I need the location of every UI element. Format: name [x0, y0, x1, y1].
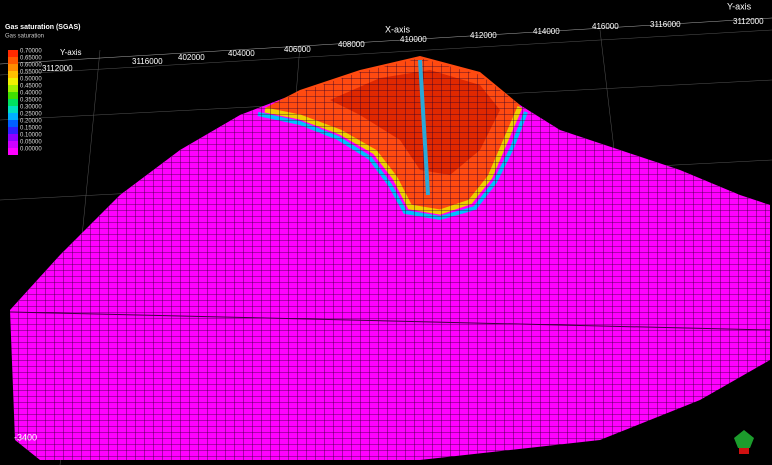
top-tick-label: 414000	[533, 27, 560, 36]
x-axis-label: X-axis	[385, 24, 411, 34]
legend-label: 0.55000	[20, 70, 42, 76]
legend-swatch	[8, 78, 18, 85]
legend-label: 0.05000	[20, 140, 42, 146]
legend-label: 0.70000	[20, 49, 42, 55]
legend-swatch	[8, 64, 18, 71]
legend-label: 0.15000	[20, 126, 42, 132]
top-tick-label: 412000	[470, 31, 497, 40]
legend-label: 0.65000	[20, 56, 42, 62]
top-tick-label: 3112000	[733, 17, 764, 26]
legend-swatch	[8, 85, 18, 92]
top-tick-label: 3116000	[132, 57, 163, 66]
orientation-gizmo	[734, 430, 754, 454]
legend-swatch	[8, 141, 18, 148]
top-ticks: 3116000 402000 404000 406000 408000 410000 412…	[132, 17, 764, 66]
legend-swatch	[8, 50, 18, 57]
top-tick-label: 408000	[338, 40, 365, 49]
legend-label: 0.60000	[20, 63, 42, 69]
legend-label: 0.40000	[20, 91, 42, 97]
depth-tick: -3400	[14, 432, 37, 442]
legend-swatch	[8, 134, 18, 141]
top-tick-label: 3116000	[650, 20, 681, 29]
front-edge	[9, 311, 771, 331]
top-tick-label: 404000	[228, 49, 255, 58]
legend-label: 0.35000	[20, 98, 42, 104]
legend-swatch	[8, 148, 18, 155]
legend-label: 0.45000	[20, 84, 42, 90]
y-tick-near: 3112000	[42, 64, 73, 73]
legend-label: 0.20000	[20, 119, 42, 125]
legend-subtitle: Gas saturation	[5, 34, 44, 40]
y-axis-label-near: Y-axis	[60, 48, 82, 57]
legend-swatch	[8, 127, 18, 134]
legend-label: 0.30000	[20, 105, 42, 111]
top-tick-label: 410000	[400, 35, 427, 44]
y-axis-label: Y-axis	[727, 1, 752, 11]
legend-label: 0.10000	[20, 133, 42, 139]
legend-title: Gas saturation (SGAS)	[5, 24, 80, 31]
cell-grid	[10, 58, 770, 460]
legend-swatch	[8, 92, 18, 99]
legend-label: 0.00000	[20, 147, 42, 153]
legend-swatch	[8, 106, 18, 113]
legend-swatch	[8, 99, 18, 106]
legend-swatch	[8, 71, 18, 78]
legend-swatch	[8, 57, 18, 64]
top-tick-label: 402000	[178, 53, 205, 62]
well	[418, 59, 430, 196]
legend: 0.700000.650000.600000.550000.500000.450…	[8, 49, 42, 155]
legend-label: 0.25000	[20, 112, 42, 118]
legend-swatch	[8, 120, 18, 127]
legend-label: 0.50000	[20, 77, 42, 83]
top-tick-label: 406000	[284, 45, 311, 54]
top-tick-label: 416000	[592, 22, 619, 31]
legend-swatch	[8, 113, 18, 120]
